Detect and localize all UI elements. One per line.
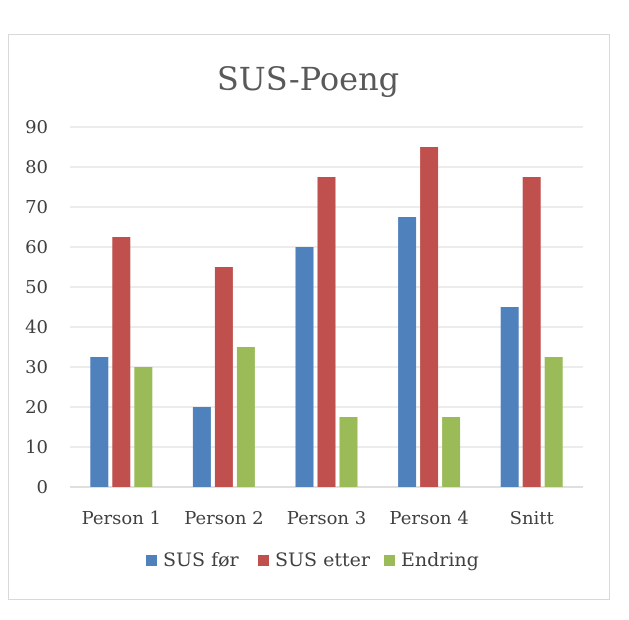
bar-3-2 [236,347,255,487]
legend-swatch [384,555,395,566]
bar-3-5 [544,357,563,487]
y-tick-label: 50 [25,277,48,298]
y-tick-label: 60 [25,237,48,258]
x-tick-label: Person 1 [82,508,161,529]
bar-1-5 [500,307,519,487]
legend-label: SUS før [163,549,240,571]
y-tick-label: 90 [25,117,48,138]
y-tick-label: 70 [25,197,48,218]
x-tick-label: Person 3 [287,508,366,529]
bar-2-4 [420,147,439,487]
x-tick-label: Person 2 [184,508,263,529]
bar-1-1 [90,357,109,487]
x-tick-label: Snitt [510,508,555,529]
y-axis-ticks: 0 10 20 30 40 50 60 70 80 90 [25,117,48,498]
legend-label: Endring [401,549,479,571]
bar-3-3 [339,417,358,487]
legend-label: SUS etter [275,549,371,571]
y-tick-label: 10 [25,437,48,458]
bar-3-1 [134,367,153,487]
bar-1-4 [398,217,417,487]
y-tick-label: 30 [25,357,48,378]
y-tick-label: 80 [25,157,48,178]
bar-1-2 [192,407,211,487]
bar-2-3 [317,177,336,487]
bars [90,147,563,487]
y-tick-label: 20 [25,397,48,418]
y-tick-label: 0 [37,477,48,498]
legend: SUS før SUS etter Endring [146,549,479,571]
y-tick-label: 40 [25,317,48,338]
bar-2-5 [522,177,541,487]
bar-2-1 [112,237,131,487]
legend-swatch [146,555,157,566]
bar-3-4 [442,417,461,487]
bar-1-3 [295,247,314,487]
x-tick-label: Person 4 [389,508,468,529]
chart-title: SUS-Poeng [217,60,399,98]
bar-2-2 [214,267,233,487]
gridlines [70,126,583,488]
legend-swatch [258,555,269,566]
x-axis-ticks: Person 1 Person 2 Person 3 Person 4 Snitt [82,508,555,529]
